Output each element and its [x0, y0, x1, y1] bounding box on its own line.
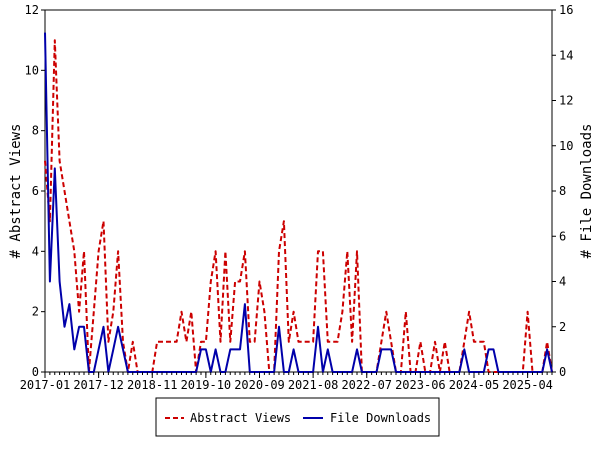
x-tick-label: 2023-06	[395, 378, 446, 392]
x-tick-label: 2022-07	[341, 378, 392, 392]
y2-tick-label: 2	[559, 320, 566, 334]
y2-tick-label: 10	[559, 139, 573, 153]
y-tick-label: 6	[32, 184, 39, 198]
y-tick-label: 10	[25, 63, 39, 77]
x-tick-label: 2021-08	[288, 378, 339, 392]
y-tick-label: 8	[32, 124, 39, 138]
y-axis-title: # Abstract Views	[8, 124, 24, 259]
plot-area	[44, 9, 553, 373]
legend-label-file-downloads: File Downloads	[330, 411, 431, 425]
y2-tick-label: 16	[559, 3, 573, 17]
y-tick-label: 4	[32, 244, 39, 258]
y2-tick-label: 12	[559, 94, 573, 108]
x-tick-label: 2017-12	[73, 378, 124, 392]
legend-box	[155, 397, 440, 437]
y2-tick-label: 0	[559, 365, 566, 379]
y2-tick-label: 8	[559, 184, 566, 198]
x-tick-label: 2017-01	[20, 378, 71, 392]
y2-tick-label: 6	[559, 229, 566, 243]
x-tick-label: 2024-05	[449, 378, 500, 392]
y-tick-label: 12	[25, 3, 39, 17]
x-tick-label: 2020-09	[234, 378, 285, 392]
x-tick-label: 2019-10	[181, 378, 232, 392]
legend-label-abstract-views: Abstract Views	[190, 411, 291, 425]
y-tick-label: 0	[32, 365, 39, 379]
y2-tick-label: 14	[559, 48, 573, 62]
y2-axis-title: # File Downloads	[579, 124, 595, 259]
legend: Abstract Views File Downloads	[155, 397, 440, 437]
y2-tick-label: 4	[559, 275, 566, 289]
x-tick-label: 2018-11	[127, 378, 178, 392]
y-tick-label: 2	[32, 305, 39, 319]
x-tick-label: 2025-04	[502, 378, 553, 392]
series-line-abstract-views	[44, 39, 553, 373]
chart-axes: 0 2 4 6 8 10 12 0 2 4 6 8 10 12 14 16 2017-01 2017-12 2018…	[20, 3, 574, 392]
